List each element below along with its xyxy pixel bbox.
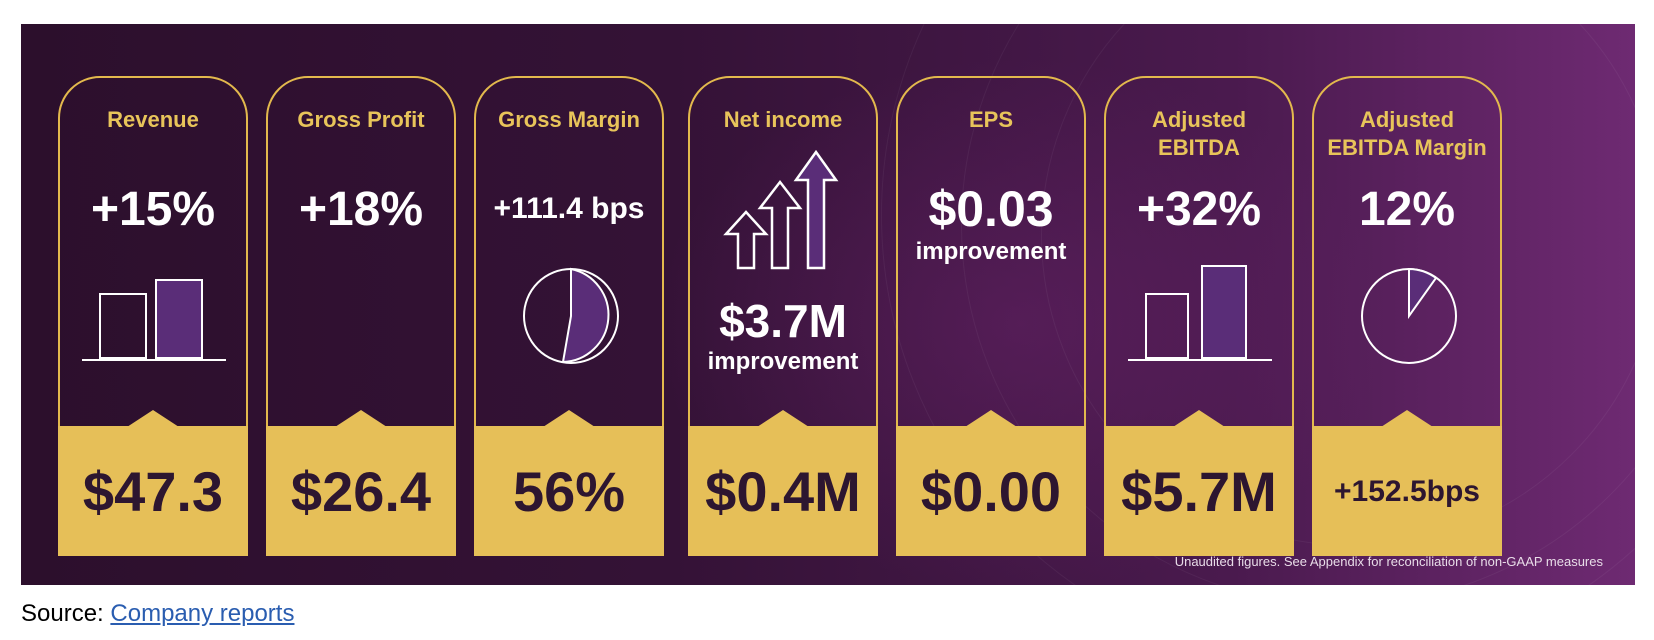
pie-chart-icon [523,267,619,364]
card-eps: EPS $0.03 improvement $0.00 [896,76,1086,556]
bar-chart-icon [1128,265,1272,361]
source-link[interactable]: Company reports [110,600,295,627]
card-revenue: Revenue +15% $47.3 [58,76,248,556]
value-panel: $5.7M [1104,410,1294,556]
value-panel: +152.5bps [1312,410,1502,556]
value-panel: $0.00 [896,410,1086,556]
card-net-income: Net income $3.7M improvement $0.4M [688,76,878,556]
card-title: Gross Margin [498,107,640,132]
card-metric-sub: improvement [707,348,859,375]
card-title: Net income [723,107,843,132]
card-gross-margin: Gross Margin +111.4 bps 56% [474,76,664,556]
bar-chart-icon [82,279,226,361]
card-gross-profit: Gross Profit +18% $26.4 [266,76,456,556]
card-metric: 12% [1358,183,1456,236]
card-value: $26.4 [290,460,432,523]
card-value: $5.7M [1121,460,1277,523]
source-prefix: Source: [21,600,111,627]
pie-chart-icon [1361,267,1457,364]
card-adjusted-ebitda-margin: Adjusted EBITDA Margin 12% +152.5bps [1312,76,1502,556]
kpi-banner: Revenue +15% $47.3 Gross Profit +18% $26… [21,24,1635,585]
card-title: Adjusted EBITDA Margin [1327,107,1487,160]
card-metric: +111.4 bps [493,192,645,225]
card-value: $47.3 [82,460,224,523]
card-value: $0.00 [920,460,1062,523]
card-metric: +15% [90,183,216,236]
footnote: Unaudited figures. See Appendix for reco… [1174,554,1603,569]
card-value: +152.5bps [1334,475,1480,508]
card-metric: +18% [298,183,424,236]
card-title: Revenue [107,107,199,132]
card-title: Adjusted EBITDA [1151,107,1247,160]
card-value: $0.4M [705,460,861,523]
value-panel: $47.3 [58,410,248,556]
card-value: 56% [512,460,626,523]
value-panel: 56% [474,410,664,556]
card-metric-sub: improvement [915,238,1067,265]
card-title: EPS [968,107,1014,132]
source-line: Source: Company reports [21,600,294,628]
value-panel: $26.4 [266,410,456,556]
card-metric: $3.7M [719,295,847,347]
card-metric: +32% [1136,183,1262,236]
value-panel: $0.4M [688,410,878,556]
growth-arrows-icon [723,150,839,270]
card-adjusted-ebitda: Adjusted EBITDA +32% $5.7M [1104,76,1294,556]
card-metric: $0.03 [928,181,1054,237]
card-title: Gross Profit [297,107,425,132]
